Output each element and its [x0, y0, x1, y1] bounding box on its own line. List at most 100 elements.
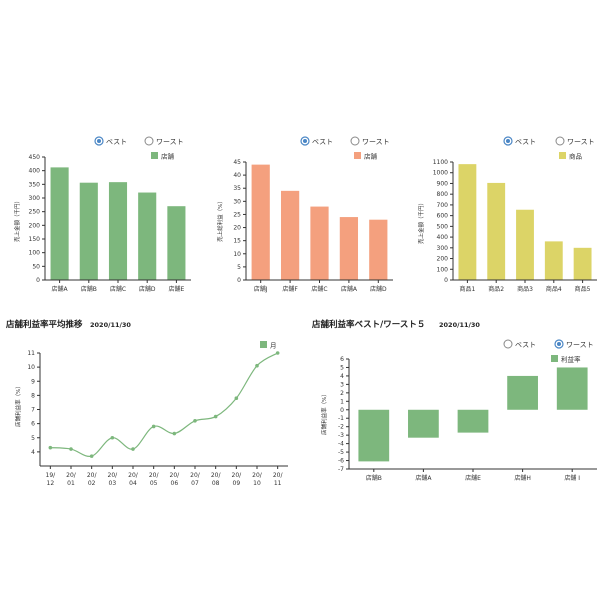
x-tick-label: 20/11 [273, 472, 284, 487]
bar [339, 217, 359, 280]
data-point [255, 363, 259, 368]
data-point [110, 435, 115, 440]
y-tick-label: 100 [437, 266, 449, 273]
x-tick-label: 商品3 [517, 285, 533, 293]
x-tick-label: 20/09 [232, 472, 243, 487]
chart-store-sales: ベスト ワースト 店舗 売上金額（千円） 0 50 100 150 200 250 300 3… [13, 136, 191, 293]
chart-profit-rate-trend: 店舗利益率平均推移 2020/11/30 月 店舗利益率（%） 4 5 6 7 8 9 10… [5, 319, 288, 487]
y-tick-label: 7 [31, 407, 35, 414]
radio-worst[interactable]: ワースト [350, 136, 390, 146]
legend: 月 [260, 341, 277, 350]
radio-best[interactable]: ベスト [503, 339, 536, 349]
y-tick-label: 500 [437, 223, 449, 230]
y-tick-label: 0 [36, 277, 40, 284]
y-tick-label: 700 [437, 202, 449, 209]
legend-swatch [260, 341, 267, 348]
radio-worst-label: ワースト [567, 138, 595, 146]
y-tick-label: 250 [29, 209, 41, 216]
data-point [89, 454, 94, 458]
bar [516, 209, 534, 280]
x-tick-label: 商品1 [459, 285, 475, 293]
y-axis-label: 店舗利益率（%） [14, 383, 22, 427]
y-axis-label: 売上金額（千円） [417, 200, 425, 244]
y-tick-label: 5 [237, 264, 241, 271]
y-tick-label: -4 [338, 441, 344, 448]
x-tick-label: 店舗B [81, 285, 97, 293]
x-tick-label: 店舗J [254, 285, 268, 293]
series-line [50, 352, 278, 458]
radio-best[interactable]: ベスト [503, 136, 536, 146]
y-tick-label: 200 [437, 256, 449, 263]
y-tick-label: 9 [31, 378, 35, 385]
x-tick-label: 20/07 [190, 472, 201, 487]
y-tick-label: 0 [237, 277, 241, 284]
bar [573, 247, 592, 280]
y-axis-label: 店舗利益率（%） [320, 391, 328, 435]
y-tick-label: 10 [27, 364, 35, 371]
y-tick-label: 100 [29, 250, 41, 257]
y-tick-label: 4 [31, 449, 35, 456]
y-tick-label: 800 [437, 191, 449, 198]
radio-worst[interactable]: ワースト [144, 136, 184, 146]
y-tick-label: 5 [340, 364, 344, 371]
bar [50, 167, 69, 280]
legend-swatch [151, 152, 158, 159]
bar [457, 409, 489, 433]
y-tick-label: 20 [233, 225, 241, 232]
legend: 利益率 [551, 355, 581, 364]
legend-label: 月 [270, 342, 277, 350]
x-tick-label: 店舗H [514, 474, 531, 482]
x-tick-label: 店舗C [110, 285, 126, 293]
data-point [151, 424, 156, 429]
y-tick-label: -3 [338, 432, 344, 439]
data-point [213, 414, 218, 419]
radio-best[interactable]: ベスト [94, 136, 127, 146]
radio-worst-label: ワースト [156, 138, 184, 146]
chart-profit-rate-best-worst: 店舗利益率ベスト/ワースト５ 2020/11/30 ベスト ワースト 利益率 店… [311, 319, 597, 482]
legend-label: 店舗 [161, 152, 175, 161]
y-tick-label: -6 [338, 458, 344, 465]
x-tick-label: 20/01 [66, 472, 77, 487]
y-tick-label: 600 [437, 213, 449, 220]
radio-worst[interactable]: ワースト [555, 136, 595, 146]
radio-best[interactable]: ベスト [300, 136, 333, 146]
y-tick-label: 1000 [433, 170, 448, 177]
data-point [172, 431, 177, 436]
plot-area: 0 100 200 300 400 500 600 700 800 900 1000 1100 商品1 商… [433, 159, 597, 293]
y-tick-label: 150 [29, 236, 41, 243]
section-date: 2020/11/30 [439, 321, 480, 329]
y-tick-label: 11 [27, 350, 35, 357]
y-tick-label: 300 [29, 195, 41, 202]
legend-label: 商品 [569, 152, 582, 161]
data-point [131, 447, 135, 451]
x-tick-label: 20/06 [170, 472, 181, 487]
y-tick-label: 8 [31, 392, 35, 399]
x-tick-label: 店舗D [139, 285, 156, 293]
y-tick-label: 450 [29, 154, 41, 161]
legend: 店舗 [151, 152, 175, 161]
radio-worst[interactable]: ワースト [554, 339, 594, 349]
section-title: 店舗利益率平均推移 [5, 319, 83, 330]
plot-area: 0 5 10 15 20 25 30 35 40 45 店舗J 店舗F 店舗C 店舗A 店舗D [233, 159, 393, 293]
y-tick-label: -2 [338, 424, 344, 431]
data-point [193, 419, 197, 423]
y-tick-label: -1 [338, 415, 344, 422]
x-tick-label: 商品4 [546, 285, 562, 293]
x-tick-label: 店舗A [52, 285, 69, 293]
plot-area: 4 5 6 7 8 9 10 11 19/12 20/01 20/02 20/03 20/04 20/05… [27, 350, 288, 487]
bar [251, 164, 270, 280]
y-tick-label: 200 [29, 222, 41, 229]
bar [108, 182, 128, 280]
legend: 店舗 [354, 152, 378, 161]
bar [507, 375, 538, 410]
section-title: 店舗利益率ベスト/ワースト５ [311, 319, 425, 330]
bar [310, 206, 329, 280]
bar [556, 367, 588, 410]
data-point [48, 445, 53, 450]
radio-selected-dot [303, 139, 307, 143]
y-tick-label: 10 [233, 251, 241, 258]
x-tick-label: 店舗E [169, 285, 185, 293]
y-tick-label: 900 [437, 180, 449, 187]
radio-best-label: ベスト [515, 138, 536, 146]
